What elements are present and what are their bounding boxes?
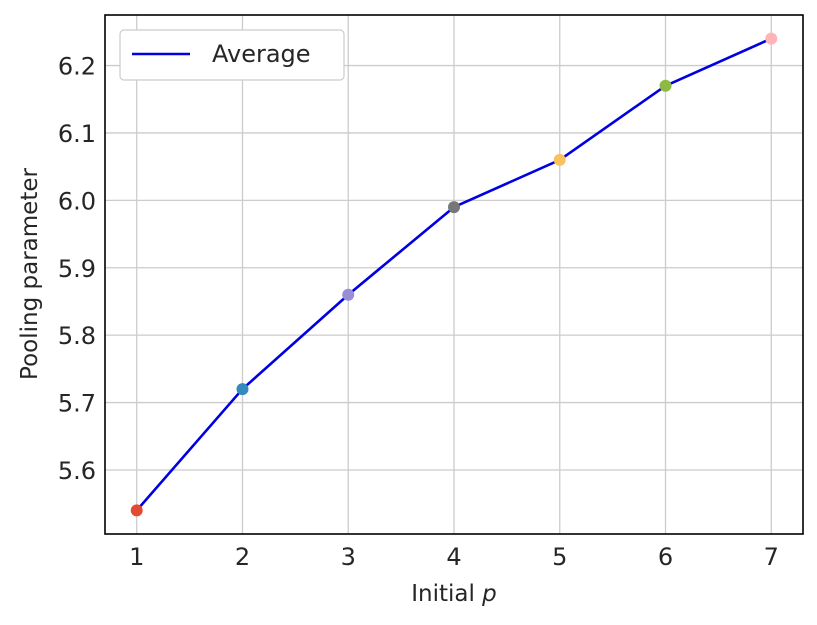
y-tick-label-5: 6.0 xyxy=(58,187,96,215)
y-tick-label-1: 5.6 xyxy=(58,457,96,485)
data-point-6 xyxy=(659,79,672,92)
y-tick-label-2: 5.7 xyxy=(58,390,96,418)
y-tick-label-3: 5.8 xyxy=(58,322,96,350)
plot-frame xyxy=(104,14,804,535)
x-axis-label: Initial p xyxy=(411,581,497,607)
x-tick-label-2: 2 xyxy=(235,543,250,571)
data-point-4 xyxy=(448,201,460,214)
y-tick-label-4: 5.9 xyxy=(58,255,96,283)
x-tick-label-6: 6 xyxy=(658,543,673,571)
data-points xyxy=(130,32,778,517)
x-axis-label-variable: p xyxy=(481,581,497,607)
y-tick-labels: 5.6 5.7 5.8 5.9 6.0 6.1 6.2 xyxy=(58,53,96,485)
y-tick-label-7: 6.2 xyxy=(58,53,96,81)
data-point-2 xyxy=(236,383,249,396)
x-tick-label-1: 1 xyxy=(129,543,144,571)
x-tick-label-7: 7 xyxy=(764,543,779,571)
y-tick-label-6: 6.1 xyxy=(58,120,96,148)
data-point-7 xyxy=(765,32,778,45)
data-point-1 xyxy=(130,504,143,517)
data-point-5 xyxy=(553,153,566,166)
legend: Average xyxy=(119,29,345,81)
x-axis-label-text: Initial xyxy=(411,581,482,607)
x-tick-labels: 1 2 3 4 5 6 7 xyxy=(129,543,779,571)
legend-label-average: Average xyxy=(212,40,311,68)
grid xyxy=(105,15,803,534)
x-tick-label-4: 4 xyxy=(446,543,461,571)
x-tick-label-3: 3 xyxy=(341,543,356,571)
y-axis-label: Pooling parameter xyxy=(17,168,43,380)
legend-box xyxy=(119,29,345,81)
data-point-3 xyxy=(342,288,355,301)
x-tick-label-5: 5 xyxy=(552,543,567,571)
